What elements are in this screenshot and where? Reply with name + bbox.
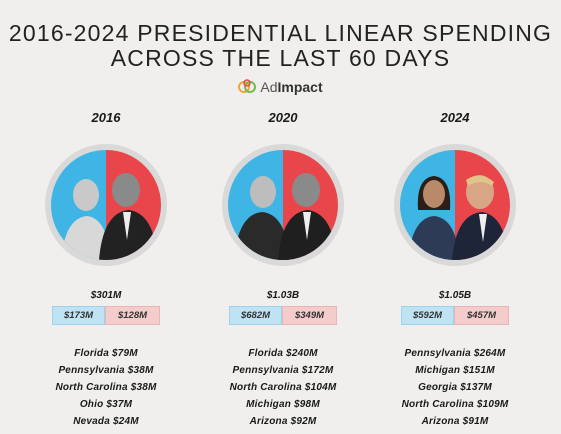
dem-spend: $592M xyxy=(401,306,455,325)
party-split-bar: $682M $349M xyxy=(229,306,337,325)
candidate-photo-ring xyxy=(45,144,167,266)
brand-logo: AdImpact xyxy=(0,78,561,96)
year-label: 2024 xyxy=(440,110,470,125)
candidate-photo xyxy=(228,150,338,260)
candidate-photo xyxy=(400,150,510,260)
year-label: 2020 xyxy=(268,110,298,125)
dem-spend: $173M xyxy=(52,306,106,325)
rep-spend: $349M xyxy=(282,306,337,325)
state-item: Michigan $98M xyxy=(246,399,320,410)
state-item: Florida $240M xyxy=(248,348,318,359)
state-item: Ohio $37M xyxy=(79,399,133,410)
candidate-photo-ring xyxy=(222,144,344,266)
top-states-list: Florida $79M Pennsylvania $38M North Car… xyxy=(26,345,186,430)
state-item: North Carolina $104M xyxy=(229,382,337,393)
top-states-list: Florida $240M Pennsylvania $172M North C… xyxy=(203,345,363,430)
party-split-bar: $592M $457M xyxy=(401,306,509,325)
candidate-photo xyxy=(51,150,161,260)
state-item: Pennsylvania $172M xyxy=(232,365,334,376)
column-2016: 2016 $301M $173M $128M Florida $79M Penn… xyxy=(26,108,186,430)
state-item: Florida $79M xyxy=(74,348,138,359)
total-spend: $301M xyxy=(90,290,122,301)
total-spend: $1.05B xyxy=(438,290,472,301)
column-2024: 2024 $1.05B $592M $457M Pennsylvania $26… xyxy=(375,108,535,430)
top-states-list: Pennsylvania $264M Michigan $151M Georgi… xyxy=(375,345,535,430)
state-item: Arizona $92M xyxy=(249,416,317,427)
column-2020: 2020 $1.03B $682M $349M Florida $240M Pe… xyxy=(203,108,363,430)
state-item: Michigan $151M xyxy=(415,365,495,376)
state-item: Arizona $91M xyxy=(421,416,489,427)
party-split-bar: $173M $128M xyxy=(52,306,160,325)
adimpact-logo-icon xyxy=(238,79,257,93)
state-item: North Carolina $38M xyxy=(55,382,157,393)
total-spend: $1.03B xyxy=(266,290,300,301)
year-label: 2016 xyxy=(91,110,121,125)
state-item: Pennsylvania $264M xyxy=(404,348,506,359)
state-item: North Carolina $109M xyxy=(401,399,509,410)
state-item: Nevada $24M xyxy=(73,416,139,427)
state-item: Pennsylvania $38M xyxy=(58,365,154,376)
rep-spend: $128M xyxy=(105,306,160,325)
brand-name: AdImpact xyxy=(260,79,323,95)
chart-title-line2: ACROSS THE LAST 60 DAYS xyxy=(110,45,451,71)
rep-spend: $457M xyxy=(454,306,509,325)
candidate-photo-ring xyxy=(394,144,516,266)
state-item: Georgia $137M xyxy=(418,382,492,393)
chart-title-line1: 2016-2024 PRESIDENTIAL LINEAR SPENDING xyxy=(8,20,553,46)
dem-spend: $682M xyxy=(229,306,283,325)
